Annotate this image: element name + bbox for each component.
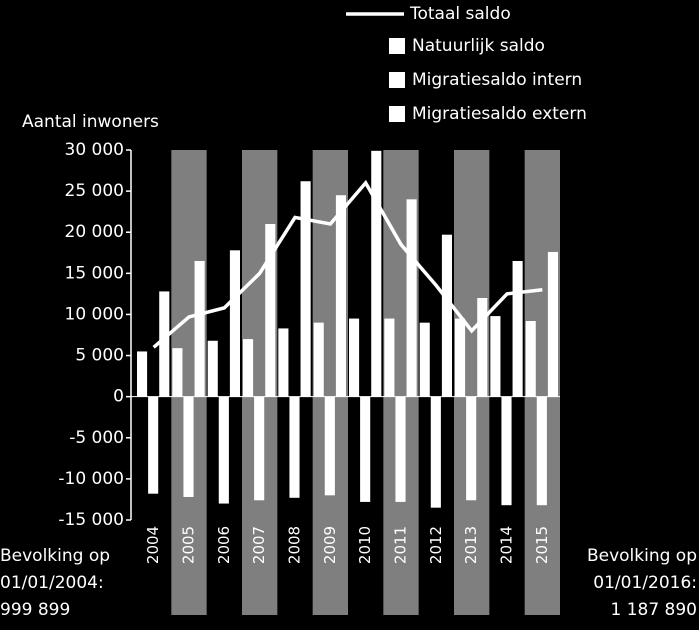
legend-label: Migratiesaldo intern xyxy=(412,70,582,90)
annotation: 01/01/2004: xyxy=(0,573,104,593)
y-tick-label: 30 000 xyxy=(65,140,124,160)
bar xyxy=(148,396,159,494)
bar xyxy=(207,340,218,397)
bar xyxy=(490,316,501,397)
bar xyxy=(313,322,324,397)
bar xyxy=(324,396,335,496)
x-tick-label: 2012 xyxy=(427,526,445,564)
y-tick-label: 10 000 xyxy=(65,304,124,324)
annotation: Bevolking op xyxy=(587,546,697,566)
y-tick-label: -15 000 xyxy=(58,510,124,530)
x-tick-label: 2014 xyxy=(498,526,516,564)
x-tick-label: 2009 xyxy=(321,526,339,564)
legend-label: Totaal saldo xyxy=(409,4,511,24)
x-tick-label: 2006 xyxy=(215,526,233,564)
legend-label: Migratiesaldo extern xyxy=(412,104,587,124)
x-tick-label: 2007 xyxy=(250,526,268,564)
y-tick-label: 0 xyxy=(113,387,124,407)
x-tick-label: 2013 xyxy=(462,526,480,564)
bar xyxy=(547,251,558,397)
bar xyxy=(512,261,523,397)
y-tick-label: 20 000 xyxy=(65,222,124,242)
x-tick-label: 2011 xyxy=(392,526,410,564)
bar xyxy=(384,318,395,397)
bar xyxy=(466,396,477,501)
annotation: Bevolking op xyxy=(0,546,110,566)
x-tick-label: 2005 xyxy=(180,526,198,564)
bar xyxy=(183,396,194,497)
legend-label: Natuurlijk saldo xyxy=(412,36,545,56)
bar xyxy=(243,339,254,397)
y-axis-label: Aantal inwoners xyxy=(22,112,159,132)
bar xyxy=(455,318,466,397)
bar xyxy=(441,234,452,397)
x-tick-label: 2010 xyxy=(356,526,374,564)
bar xyxy=(406,199,417,397)
bar xyxy=(254,396,265,501)
bar xyxy=(278,328,289,397)
y-tick-label: -5 000 xyxy=(69,428,124,448)
y-tick-label: 25 000 xyxy=(65,181,124,201)
bar xyxy=(265,224,276,397)
x-tick-label: 2008 xyxy=(286,526,304,564)
bar xyxy=(525,321,536,397)
x-tick-label: 2004 xyxy=(144,526,162,564)
bar xyxy=(430,396,441,508)
y-tick-label: -10 000 xyxy=(58,469,124,489)
legend-swatch xyxy=(389,38,405,54)
legend-swatch xyxy=(389,72,405,88)
bar xyxy=(335,195,346,397)
bar xyxy=(194,261,205,397)
bar xyxy=(218,396,229,504)
bar xyxy=(501,396,512,506)
line xyxy=(152,179,543,349)
legend-swatch xyxy=(389,106,405,122)
bar xyxy=(300,181,311,397)
annotation: 01/01/2016: xyxy=(593,573,697,593)
annotation: 999 899 xyxy=(0,600,70,620)
annotation: 1 187 890 xyxy=(610,600,697,620)
bar xyxy=(137,351,148,397)
bar xyxy=(536,396,547,506)
bar xyxy=(349,318,360,397)
bar xyxy=(371,150,382,397)
bar xyxy=(395,396,406,502)
bar xyxy=(419,322,430,397)
bar xyxy=(172,348,183,397)
y-tick-label: 5 000 xyxy=(75,346,124,366)
y-tick-label: 15 000 xyxy=(65,263,124,283)
bar xyxy=(159,291,170,397)
bar xyxy=(289,396,300,498)
bar xyxy=(477,298,488,397)
bar xyxy=(229,250,240,397)
x-tick-label: 2015 xyxy=(533,526,551,564)
bar xyxy=(360,396,371,502)
